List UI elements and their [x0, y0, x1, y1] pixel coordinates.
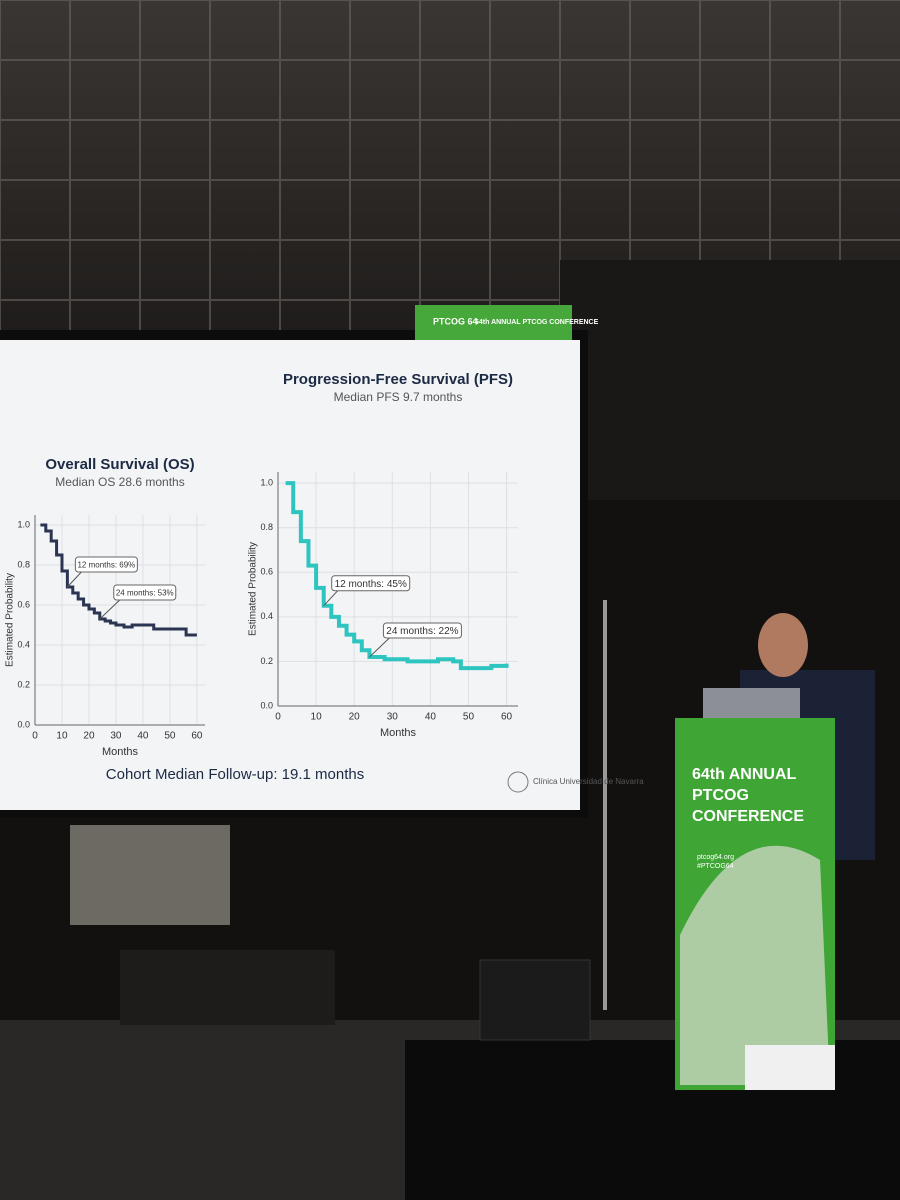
podium-hashtag: #PTCOG64: [697, 863, 734, 870]
x-tick-label: 50: [164, 731, 176, 742]
podium-image: [680, 845, 830, 1085]
ceiling-beam: [560, 260, 900, 500]
y-tick-label: 1.0: [260, 478, 273, 488]
y-tick-label: 0.8: [17, 559, 30, 569]
laptop: [703, 688, 800, 720]
survival-curve: [285, 481, 509, 671]
y-axis-label: Estimated Probability: [248, 542, 259, 636]
callout-label: 12 months: 69%: [77, 561, 135, 570]
x-tick-label: 10: [311, 712, 323, 723]
callout-box: [331, 575, 411, 592]
x-tick-label: 40: [137, 731, 149, 742]
y-tick-label: 0.4: [260, 611, 273, 621]
callout-pointer: [99, 599, 121, 620]
callout-pointer: [369, 637, 390, 658]
callout-pointer: [67, 571, 82, 588]
chart-title: Progression-Free Survival (PFS): [283, 371, 513, 388]
slide-header-title: 64th ANNUAL PTCOG CONFERENCE: [475, 319, 599, 326]
slide-header-band: [415, 305, 572, 340]
x-tick-label: 20: [349, 712, 361, 723]
monitor: [479, 959, 591, 1041]
slide-footer: Cohort Median Follow-up: 19.1 months: [106, 766, 364, 783]
podium-web: ptcog64.org: [697, 854, 734, 861]
podium-line1: 64th ANNUAL: [692, 766, 797, 783]
x-tick-label: 30: [110, 731, 122, 742]
y-tick-label: 0.8: [260, 522, 273, 532]
y-tick-label: 0.2: [17, 679, 30, 689]
y-tick-label: 0.2: [260, 656, 273, 666]
speaker-head: [758, 613, 808, 677]
x-tick-label: 30: [387, 712, 399, 723]
y-tick-label: 0.6: [17, 599, 30, 609]
chart-subtitle: Median OS 28.6 months: [55, 475, 184, 489]
x-tick-label: 10: [56, 731, 68, 742]
callout-box: [74, 556, 138, 573]
x-tick-label: 0: [32, 731, 38, 742]
institution: Clínica Universidad de Navarra: [533, 777, 644, 786]
x-tick-label: 50: [463, 712, 475, 723]
callout-box: [113, 584, 177, 601]
podium-line3: CONFERENCE: [692, 808, 804, 825]
institution-seal: [507, 771, 529, 793]
x-tick-label: 60: [191, 731, 203, 742]
x-tick-label: 40: [425, 712, 437, 723]
y-tick-label: 0.0: [17, 719, 30, 729]
y-axis-label: Estimated Probability: [5, 573, 16, 667]
x-tick-label: 60: [501, 712, 513, 723]
chart-subtitle: Median PFS 9.7 months: [334, 390, 463, 404]
back-window: [70, 825, 230, 925]
y-tick-label: 0.4: [17, 639, 30, 649]
slide-logo: PTCOG 64: [433, 316, 478, 326]
podium-logos: [745, 1045, 835, 1090]
x-tick-label: 20: [83, 731, 95, 742]
stage-box: [120, 950, 335, 1025]
callout-label: 12 months: 45%: [335, 579, 407, 590]
x-axis-label: Months: [380, 727, 417, 739]
y-tick-label: 0.0: [260, 700, 273, 710]
callout-label: 24 months: 53%: [116, 589, 174, 598]
y-tick-label: 1.0: [17, 519, 30, 529]
callout-pointer: [323, 590, 339, 607]
podium-line2: PTCOG: [692, 787, 749, 804]
callout-label: 24 months: 22%: [386, 626, 458, 637]
x-axis-label: Months: [102, 746, 139, 758]
slide: [0, 340, 580, 810]
survival-curve: [40, 523, 197, 637]
x-tick-label: 0: [275, 712, 281, 723]
callout-box: [382, 622, 462, 639]
chart-title: Overall Survival (OS): [45, 456, 194, 473]
y-tick-label: 0.6: [260, 567, 273, 577]
